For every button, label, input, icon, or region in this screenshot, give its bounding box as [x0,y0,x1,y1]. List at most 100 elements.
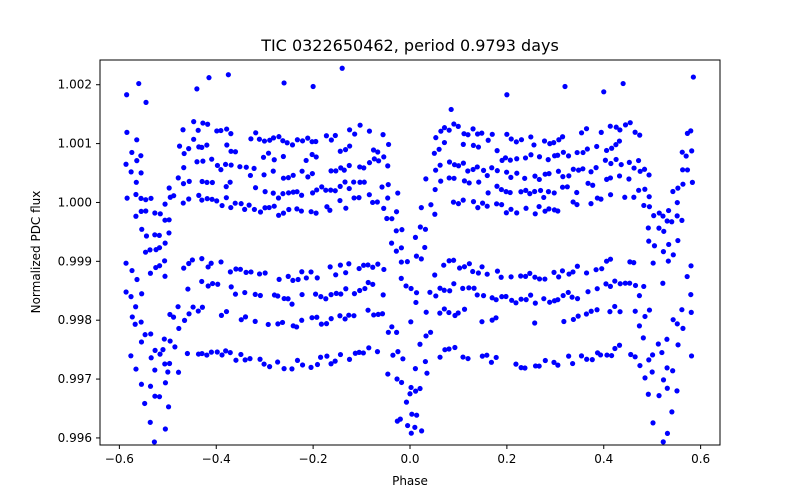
data-point [545,157,551,163]
data-point [299,291,305,298]
data-point [346,356,353,362]
data-point [465,132,471,138]
data-point [194,159,200,165]
data-point [248,136,254,142]
data-point [148,331,154,337]
data-point [366,192,372,198]
data-point [129,267,135,274]
data-point [186,178,192,184]
data-point [176,143,183,149]
scatter-points [123,65,696,445]
data-point [342,147,349,153]
data-point [205,283,211,289]
data-point [257,209,264,215]
data-point [499,202,505,208]
data-point [142,400,148,407]
data-point [584,356,590,362]
data-point [134,137,140,143]
data-point [660,249,667,255]
data-point [541,138,548,144]
data-point [380,292,386,298]
data-point [186,196,192,202]
data-point [228,204,234,211]
data-point [360,350,366,356]
data-point [314,314,320,320]
data-point [219,352,225,358]
data-point [133,213,139,219]
data-point [489,295,495,301]
data-point [218,127,224,134]
data-point [310,83,316,90]
data-point [522,175,528,181]
data-point [604,352,610,358]
data-point [223,308,230,315]
data-point [442,347,448,353]
data-point [680,325,686,331]
data-point [375,311,381,318]
data-point [328,316,334,322]
data-point [508,274,514,280]
data-point [214,198,220,204]
data-point [545,189,552,195]
data-point [541,296,547,302]
data-point [518,365,524,371]
data-point [422,226,429,232]
data-point [394,329,400,335]
y-tick-label: 1.000 [58,195,92,209]
data-point [631,165,637,171]
data-point [613,156,619,163]
data-point [136,80,142,87]
data-point [580,149,586,156]
data-point [333,168,339,174]
data-point [593,165,599,171]
data-point [580,166,586,172]
data-point [180,181,187,187]
data-point [427,289,433,295]
y-tick-label: 0.996 [58,431,92,445]
data-point [170,314,177,320]
data-point [441,262,447,268]
data-point [309,139,315,145]
data-point [675,342,681,348]
data-point [204,179,210,186]
data-point [679,307,685,313]
data-point [664,365,670,371]
data-point [389,216,395,222]
data-point [488,359,495,365]
data-point [271,203,277,209]
data-point [123,260,129,266]
data-point [566,173,572,179]
data-point [232,200,238,206]
data-point [370,281,376,287]
data-point [351,179,357,185]
data-point [265,321,271,328]
data-point [659,349,665,356]
data-point [189,257,195,263]
data-point [133,304,139,310]
data-point [574,201,580,208]
data-point [688,353,695,359]
data-point [537,187,544,194]
data-point [507,189,513,196]
data-point [199,304,206,310]
data-point [588,201,594,207]
data-point [138,153,144,159]
data-point [248,269,254,275]
data-point [523,205,529,211]
data-point [337,183,343,189]
data-point [493,315,499,321]
data-point [243,164,249,170]
data-point [346,261,352,267]
data-point [289,366,295,372]
data-point [318,321,324,327]
data-point [351,313,357,319]
data-point [327,264,333,270]
data-point [208,260,214,266]
data-point [502,155,509,161]
data-point [313,154,319,160]
data-point [252,291,258,298]
data-point [642,186,648,192]
data-point [139,226,145,232]
data-point [166,360,173,367]
data-point [660,280,666,286]
